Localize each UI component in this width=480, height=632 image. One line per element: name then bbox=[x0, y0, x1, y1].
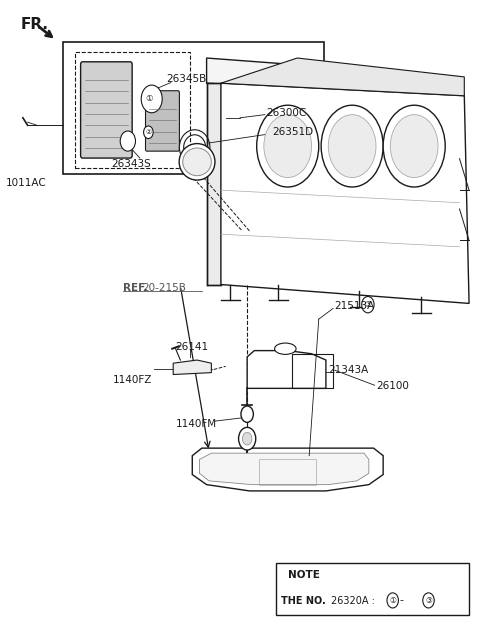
Text: ②: ② bbox=[145, 130, 152, 135]
Polygon shape bbox=[206, 58, 464, 96]
FancyBboxPatch shape bbox=[145, 91, 180, 151]
Text: 1140FZ: 1140FZ bbox=[113, 375, 152, 385]
Text: ①: ① bbox=[145, 94, 153, 104]
Text: NOTE: NOTE bbox=[288, 569, 320, 580]
Polygon shape bbox=[199, 453, 369, 485]
Polygon shape bbox=[247, 351, 326, 388]
Circle shape bbox=[390, 114, 438, 178]
Circle shape bbox=[241, 406, 253, 422]
Bar bbox=[63, 42, 324, 174]
Bar bbox=[292, 354, 333, 388]
Text: 26343S: 26343S bbox=[111, 159, 151, 169]
Circle shape bbox=[120, 131, 135, 151]
Text: ①: ① bbox=[389, 596, 396, 605]
Text: 1011AC: 1011AC bbox=[6, 178, 47, 188]
Text: 1140FM: 1140FM bbox=[176, 419, 216, 429]
Text: THE NO.: THE NO. bbox=[281, 596, 325, 606]
Ellipse shape bbox=[179, 143, 215, 180]
Circle shape bbox=[239, 427, 256, 450]
Polygon shape bbox=[173, 360, 211, 375]
Text: 26141: 26141 bbox=[176, 342, 209, 352]
Text: 26100: 26100 bbox=[376, 382, 409, 391]
Circle shape bbox=[383, 105, 445, 187]
Text: ③: ③ bbox=[425, 596, 432, 605]
Circle shape bbox=[141, 85, 162, 112]
Circle shape bbox=[387, 593, 398, 608]
Polygon shape bbox=[221, 83, 469, 303]
Text: 26345B: 26345B bbox=[166, 75, 206, 85]
Polygon shape bbox=[221, 58, 464, 96]
Circle shape bbox=[144, 126, 153, 138]
Circle shape bbox=[362, 296, 374, 313]
Circle shape bbox=[242, 432, 252, 445]
Text: ③: ③ bbox=[364, 300, 372, 309]
FancyBboxPatch shape bbox=[81, 62, 132, 158]
Circle shape bbox=[264, 114, 312, 178]
Polygon shape bbox=[192, 448, 383, 491]
Bar bbox=[276, 563, 469, 615]
Polygon shape bbox=[206, 83, 221, 284]
Text: 26320A :: 26320A : bbox=[331, 596, 374, 606]
Text: 21343A: 21343A bbox=[328, 365, 369, 375]
Circle shape bbox=[321, 105, 383, 187]
Bar bbox=[75, 52, 190, 168]
Ellipse shape bbox=[183, 148, 211, 176]
Circle shape bbox=[257, 105, 319, 187]
Text: FR.: FR. bbox=[21, 16, 48, 32]
Text: 26351D: 26351D bbox=[273, 126, 313, 137]
Circle shape bbox=[328, 114, 376, 178]
Circle shape bbox=[423, 593, 434, 608]
Ellipse shape bbox=[275, 343, 296, 355]
Text: 20-215B: 20-215B bbox=[142, 283, 186, 293]
Text: -: - bbox=[399, 595, 403, 605]
Text: REF.: REF. bbox=[123, 283, 148, 293]
Text: 26300C: 26300C bbox=[266, 109, 307, 118]
Text: 21513A: 21513A bbox=[335, 301, 375, 311]
Bar bbox=[259, 459, 316, 485]
